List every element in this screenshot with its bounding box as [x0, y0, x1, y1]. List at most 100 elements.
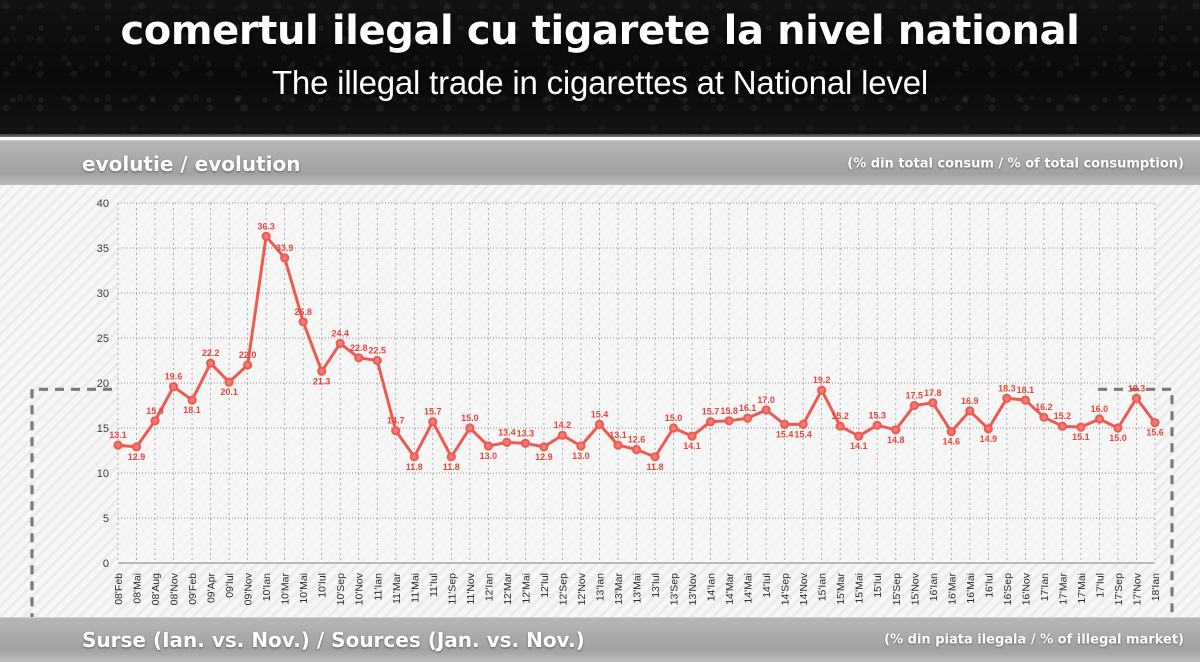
x-axis-tick-label: 10'Iul	[317, 573, 329, 598]
section-title-sources: Surse (Ian. vs. Nov.) / Sources (Jan. vs…	[82, 628, 585, 652]
data-point-label: 22.0	[239, 350, 257, 360]
data-point-label: 15.8	[720, 406, 738, 416]
data-point-marker	[576, 441, 586, 451]
x-axis-tick-label: 15'Nov	[909, 572, 921, 605]
data-point-label: 14.6	[943, 437, 961, 447]
x-axis-tick-label: 10'Nov	[354, 572, 366, 605]
data-point-label: 11.8	[443, 462, 460, 472]
data-point-marker	[1039, 412, 1049, 422]
x-axis-tick-label: 12'Mar	[502, 573, 514, 605]
x-axis-ticks: 08'Feb 08'Mai 08'Aug 08'Nov 09'Feb 09'Apr 09'I…	[113, 572, 1162, 605]
data-point-marker	[687, 431, 697, 441]
x-axis-tick-label: 13'Mar	[613, 573, 625, 605]
data-point-label: 15.4	[794, 429, 812, 439]
data-point-marker	[817, 385, 827, 395]
data-point-label: 17.5	[906, 391, 924, 401]
data-point-label: 19.6	[165, 372, 183, 382]
x-axis-tick-label: 08'Feb	[113, 573, 125, 605]
data-point-label: 17.8	[924, 388, 942, 398]
x-axis-tick-label: 17'Iul	[1094, 573, 1106, 598]
data-point-label: 20.1	[220, 387, 238, 397]
gridlines	[117, 202, 1156, 564]
section-unit-evolution: (% din total consum / % of total consump…	[847, 156, 1184, 171]
data-point-marker	[465, 423, 475, 433]
data-point-label: 14.1	[683, 441, 701, 451]
page-title: comertul ilegal cu tigarete la nivel nat…	[120, 8, 1080, 54]
data-point-label: 18.3	[998, 383, 1016, 393]
data-point-label: 22.2	[202, 348, 220, 358]
data-point-marker	[724, 416, 734, 426]
x-axis-tick-label: 12'Sep	[557, 573, 569, 606]
data-point-marker	[594, 419, 605, 429]
x-axis-tick-label: 09'Iul	[224, 573, 236, 598]
data-point-label: 13.1	[109, 430, 127, 440]
data-point-label: 33.9	[276, 243, 294, 253]
data-point-label: 22.5	[368, 346, 386, 356]
x-axis-tick-label: 09'Nov	[243, 572, 255, 605]
data-point-label: 22.8	[350, 343, 368, 353]
data-point-label: 15.3	[868, 410, 886, 420]
x-axis-tick-label: 15'Mai	[854, 573, 866, 604]
x-axis-tick-label: 14'Ian	[706, 573, 718, 601]
section-title-evolution: evolutie / evolution	[82, 151, 301, 176]
x-axis-tick-label: 15'Sep	[891, 573, 903, 606]
data-point-label: 24.4	[331, 328, 349, 338]
x-axis-tick-label: 08'Mai	[132, 573, 144, 604]
data-point-label: 12.9	[535, 452, 553, 462]
x-axis-tick-label: 16'Mai	[965, 573, 977, 604]
data-point-marker	[168, 382, 179, 392]
x-axis-tick-label: 16'Nov	[1020, 572, 1032, 605]
data-point-marker	[1002, 393, 1012, 403]
data-point-marker	[946, 427, 956, 437]
data-point-label: 15.6	[1146, 428, 1164, 438]
y-axis-tick-label: 25	[97, 333, 109, 345]
evolution-line-chart: 0 5 10 15 20 25 30 35 40 08'Feb 08'Mai 08'Aug 08'No…	[0, 185, 1200, 617]
x-axis-tick-label: 13'Mai	[632, 573, 644, 604]
data-point-marker	[891, 425, 901, 435]
data-point-label: 15.8	[146, 406, 164, 416]
data-point-label: 16.9	[961, 396, 979, 406]
x-axis-tick-label: 10'Sep	[335, 573, 347, 606]
chart-svg-wrapper: 0 5 10 15 20 25 30 35 40 08'Feb 08'Mai 08'Aug 08'No…	[0, 185, 1200, 617]
data-point-marker	[854, 431, 864, 441]
y-axis-tick-label: 30	[97, 288, 109, 300]
data-point-marker	[983, 424, 993, 434]
data-point-label: 21.3	[313, 376, 331, 386]
data-point-marker	[113, 440, 123, 450]
x-axis-tick-label: 17'Sep	[1113, 573, 1125, 606]
y-axis-ticks: 0 5 10 15 20 25 30 35 40	[97, 198, 109, 570]
data-point-marker	[391, 426, 401, 436]
data-point-label: 15.0	[461, 413, 479, 423]
x-axis-tick-label: 08'Aug	[150, 573, 162, 606]
chart-area: 0 5 10 15 20 25 30 35 40 08'Feb 08'Mai 08'Aug 08'No…	[0, 185, 1200, 617]
data-point-marker	[205, 358, 216, 368]
data-point-marker	[335, 338, 345, 348]
y-axis-tick-label: 10	[97, 468, 109, 480]
data-point-label: 13.0	[480, 451, 498, 461]
data-point-label: 18.1	[1017, 385, 1035, 395]
data-point-label: 13.3	[517, 428, 535, 438]
x-axis-tick-label: 15'Ian	[817, 573, 829, 601]
data-point-label: 14.7	[387, 416, 405, 426]
data-point-label: 14.8	[887, 435, 905, 445]
data-point-label: 15.2	[1054, 411, 1072, 421]
data-point-marker	[483, 441, 493, 451]
data-point-label: 15.1	[1072, 432, 1090, 442]
data-point-marker	[409, 452, 419, 462]
x-axis-tick-label: 11'Ian	[372, 573, 384, 601]
data-point-marker	[780, 419, 790, 429]
x-axis-tick-label: 12'Ian	[483, 573, 495, 601]
x-axis-tick-label: 12'Nov	[576, 572, 588, 605]
section-header-sources: Surse (Ian. vs. Nov.) / Sources (Jan. vs…	[0, 617, 1200, 662]
data-point-label: 15.7	[424, 407, 442, 417]
data-point-marker	[872, 420, 882, 430]
x-axis-tick-label: 10'Mai	[298, 573, 310, 604]
x-axis-tick-label: 15'Iul	[872, 573, 884, 598]
data-point-marker	[131, 442, 142, 452]
y-axis-tick-label: 35	[97, 243, 109, 255]
data-point-marker	[1150, 418, 1160, 428]
x-axis-tick-label: 17'Mar	[1057, 573, 1069, 605]
data-point-marker	[928, 398, 938, 408]
data-point-marker	[372, 355, 382, 366]
